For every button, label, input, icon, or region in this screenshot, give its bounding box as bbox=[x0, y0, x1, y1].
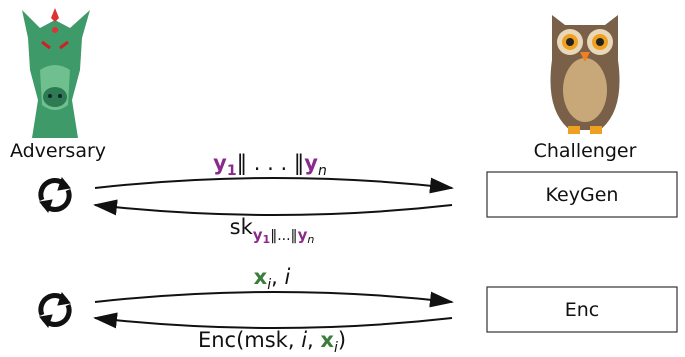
token: x bbox=[320, 328, 334, 352]
token: ‖ . . . ‖ bbox=[237, 151, 305, 176]
arrow-left bbox=[95, 205, 452, 215]
token: y bbox=[253, 226, 263, 244]
token: ) bbox=[338, 328, 346, 352]
oracle-label: KeyGen bbox=[546, 184, 619, 206]
token: n bbox=[318, 163, 327, 179]
arrow-left bbox=[95, 318, 452, 328]
token: y bbox=[298, 226, 308, 244]
token: i bbox=[284, 265, 290, 289]
adversary-label: Adversary bbox=[10, 140, 106, 162]
arrow-right bbox=[95, 178, 452, 188]
token: , bbox=[307, 328, 320, 352]
token: sk bbox=[230, 215, 254, 239]
token: 1 bbox=[263, 233, 271, 246]
arrow-right bbox=[95, 292, 452, 302]
challenger-label: Challenger bbox=[534, 140, 637, 162]
adversary-icon bbox=[22, 8, 90, 138]
token: y bbox=[213, 151, 227, 175]
refresh-icon bbox=[40, 178, 70, 212]
token: y bbox=[304, 151, 318, 175]
token: 1 bbox=[227, 163, 237, 179]
message: sky1‖...‖yn bbox=[230, 215, 315, 246]
token: ‖...‖ bbox=[270, 228, 297, 244]
challenger-icon bbox=[550, 15, 619, 134]
message: Enc(msk, i, xi) bbox=[198, 328, 346, 356]
token: Enc(msk, bbox=[198, 328, 301, 352]
protocol-diagram: Adversary Challenger y1‖ . . . ‖yn sky1‖… bbox=[0, 0, 685, 357]
token: x bbox=[254, 265, 268, 289]
message: xi, i bbox=[254, 265, 291, 293]
oracle-label: Enc bbox=[565, 299, 600, 321]
message: y1‖ . . . ‖yn bbox=[213, 151, 327, 179]
token: , bbox=[271, 265, 284, 289]
refresh-icon bbox=[40, 293, 70, 327]
token: n bbox=[307, 233, 314, 246]
